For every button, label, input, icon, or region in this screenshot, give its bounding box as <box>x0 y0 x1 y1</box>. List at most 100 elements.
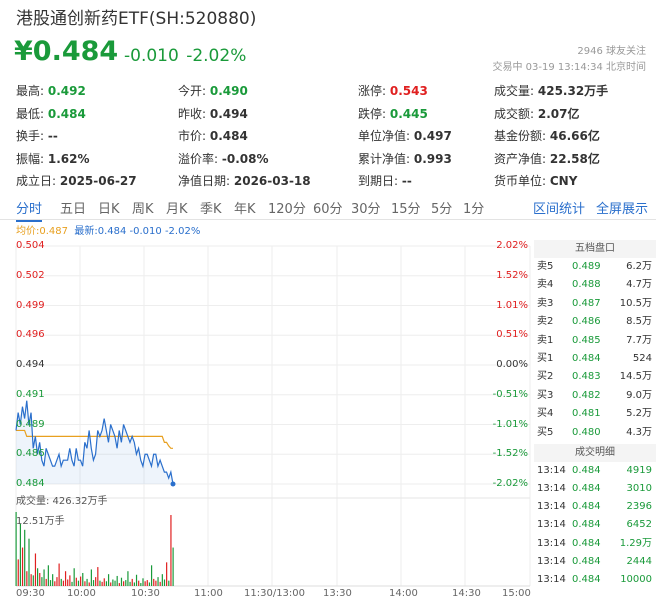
volume-bar <box>30 574 32 586</box>
order-price: 0.486 <box>572 316 601 328</box>
follower-count[interactable]: 2946 球友关注 <box>577 46 646 57</box>
order-price: 0.488 <box>572 279 601 291</box>
stat-value: 22.58亿 <box>549 151 600 166</box>
stat-value: 0.494 <box>209 106 248 121</box>
volume-bar <box>80 576 82 586</box>
tab-period[interactable]: 15分 <box>391 202 421 217</box>
order-volume: 6.2万 <box>626 261 652 272</box>
stat-label: 涨停: <box>358 84 387 98</box>
current-price: ¥0.484 <box>14 36 119 67</box>
pct-tick-label: -1.01% <box>492 418 528 430</box>
volume-bar <box>60 578 62 586</box>
tab-period[interactable]: 周K <box>132 202 154 217</box>
stat-value: 0.490 <box>209 84 248 98</box>
tab-period[interactable]: 30分 <box>351 202 381 217</box>
order-volume: 10.5万 <box>619 297 652 309</box>
order-volume: 4.7万 <box>626 279 652 291</box>
intraday-chart[interactable] <box>0 236 534 604</box>
volume-bar <box>142 578 144 586</box>
volume-label: 成交量: 426.32万手 <box>16 496 108 507</box>
tab-period[interactable]: 分时 <box>16 198 43 222</box>
stat-value: 2.07亿 <box>537 106 580 121</box>
order-level: 卖4 <box>537 279 554 291</box>
order-level: 买2 <box>537 371 554 383</box>
volume-bar <box>99 580 101 586</box>
range-stats-link[interactable]: 区间统计 <box>533 202 586 217</box>
order-price: 0.487 <box>572 297 601 309</box>
tab-period[interactable]: 1分 <box>463 202 485 217</box>
order-level: 卖1 <box>537 334 554 346</box>
trade-row: 13:14 0.484 1.29万 <box>534 535 656 553</box>
volume-bar <box>69 575 71 586</box>
volume-bar <box>133 582 135 586</box>
stat-value: 0.484 <box>47 106 86 121</box>
stat-value: 0.492 <box>47 84 86 98</box>
y-tick-label: 0.504 <box>16 240 45 251</box>
stat-cell: 成交额: 2.07亿 <box>494 103 650 126</box>
order-book-row: 买5 0.480 4.3万 <box>534 424 656 442</box>
price-area <box>16 400 173 484</box>
x-tick-label: 13:30 <box>323 588 352 599</box>
trade-price: 0.484 <box>572 519 601 531</box>
tab-period[interactable]: 120分 <box>268 202 306 217</box>
stat-cell: 换手: -- <box>16 125 178 148</box>
order-book-row: 卖5 0.489 6.2万 <box>534 258 656 276</box>
tab-period[interactable]: 5分 <box>431 202 453 217</box>
legend-last: 最新:0.484 -0.010 -2.02% <box>74 226 201 237</box>
volume-bar <box>24 529 26 586</box>
order-price: 0.480 <box>572 426 601 438</box>
volume-bar <box>144 581 146 586</box>
period-tabs: 分时 五日 日K 周K 月K 季K 年K 120分 60分 30分 15分 5分 1分 区间统计 全屏展示 <box>0 196 656 222</box>
stat-label: 换手: <box>16 129 45 143</box>
order-price: 0.484 <box>572 352 601 364</box>
volume-bar <box>95 577 97 586</box>
volume-bar <box>159 581 161 586</box>
tab-period[interactable]: 年K <box>234 202 256 217</box>
stat-value: 0.497 <box>413 129 452 143</box>
volume-bar <box>116 575 118 586</box>
order-book-row: 买2 0.483 14.5万 <box>534 368 656 386</box>
volume-bar <box>43 569 45 586</box>
y-tick-label: 0.486 <box>16 448 45 460</box>
tab-period[interactable]: 60分 <box>313 202 343 217</box>
stat-label: 到期日: <box>358 174 399 188</box>
tab-period[interactable]: 五日 <box>60 202 87 217</box>
order-level: 买3 <box>537 389 554 401</box>
fullscreen-link[interactable]: 全屏展示 <box>596 202 649 217</box>
trade-time: 13:14 <box>537 519 566 531</box>
trade-price: 0.484 <box>572 501 601 513</box>
volume-bar <box>168 580 170 586</box>
stat-cell: 累计净值: 0.993 <box>358 148 494 171</box>
volume-bar <box>75 577 77 586</box>
trade-volume: 2444 <box>626 555 652 567</box>
trade-list: 13:14 0.484 4919 13:14 0.484 3010 13:14 0.484 23… <box>534 462 656 589</box>
volume-bar <box>88 582 90 586</box>
volume-bar <box>138 580 140 586</box>
trade-row: 13:14 0.484 2396 <box>534 498 656 516</box>
y-tick-label: 0.489 <box>16 418 45 430</box>
order-volume: 5.2万 <box>626 408 652 420</box>
volume-bar <box>125 580 127 586</box>
x-tick-label: 11:30/13:00 <box>244 588 306 599</box>
order-volume: 7.7万 <box>626 334 652 346</box>
stat-label: 最高: <box>16 84 45 98</box>
order-book-row: 买4 0.481 5.2万 <box>534 405 656 423</box>
stat-label: 净值日期: <box>178 174 231 188</box>
stat-row: 成立日: 2025-06-27 净值日期: 2026-03-18 到期日: -- 货币… <box>16 170 650 193</box>
follow-info: 2946 球友关注 交易中 03-19 13:14:34 北京时间 <box>492 44 646 76</box>
trade-price: 0.484 <box>572 574 601 586</box>
trade-time: 13:14 <box>537 574 566 586</box>
tab-period[interactable]: 月K <box>166 202 188 217</box>
stat-value: 2025-06-27 <box>59 174 137 188</box>
tab-period[interactable]: 季K <box>200 202 222 217</box>
x-tick-label: 10:00 <box>67 588 96 599</box>
trade-price: 0.484 <box>572 464 601 476</box>
stat-cell: 振幅: 1.62% <box>16 148 178 171</box>
stat-value: 0.484 <box>209 129 248 143</box>
tab-period[interactable]: 日K <box>98 202 120 217</box>
volume-bar <box>172 547 174 586</box>
volume-bar <box>39 572 41 586</box>
legend-avg: 均价:0.487 <box>16 226 68 237</box>
y-tick-label: 0.496 <box>16 329 45 341</box>
order-price: 0.489 <box>572 261 601 272</box>
